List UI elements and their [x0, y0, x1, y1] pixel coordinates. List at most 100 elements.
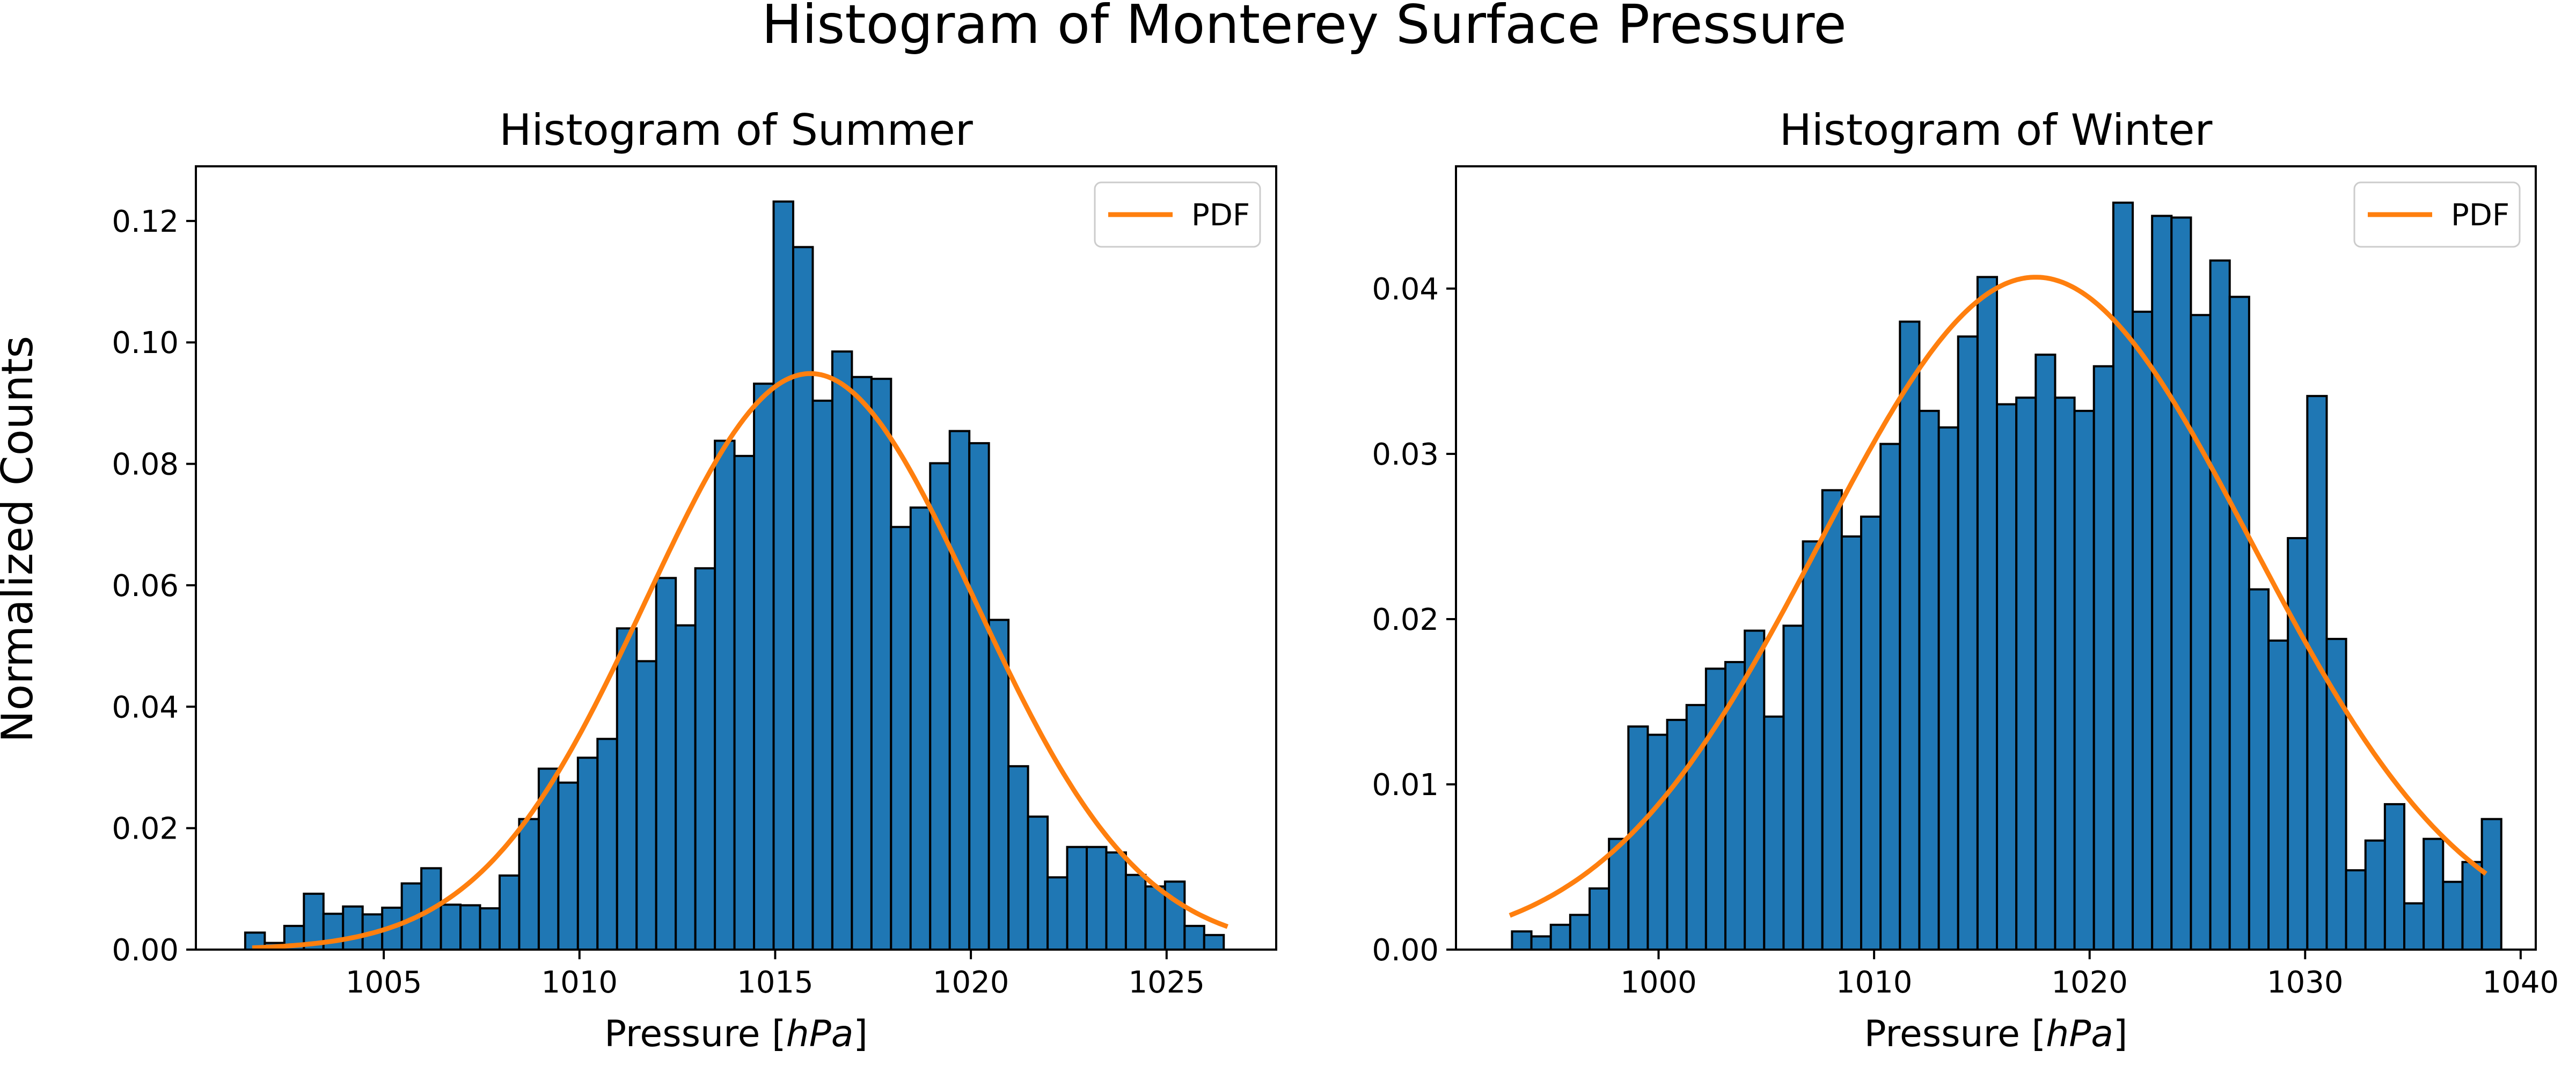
- histogram-bar: [870, 378, 892, 951]
- y-tick-label: 0.00: [112, 933, 179, 968]
- y-tick-label: 0.02: [1372, 602, 1439, 637]
- x-tick-label: 1010: [1836, 965, 1913, 1000]
- legend-pdf-label: PDF: [1191, 198, 1250, 233]
- y-tick-label: 0.12: [112, 204, 179, 239]
- histogram-bar: [675, 624, 697, 951]
- histogram-bar: [2054, 396, 2076, 951]
- histogram-bar: [1183, 924, 1205, 951]
- histogram-bar: [1163, 880, 1186, 951]
- histogram-bar: [2423, 837, 2445, 951]
- x-tick-label: 1025: [1129, 965, 1205, 1000]
- histogram-bar: [2170, 216, 2192, 951]
- x-axis-label-prefix: Pressure [: [604, 1013, 786, 1055]
- histogram-bar: [2461, 861, 2483, 951]
- histogram-bar: [2345, 869, 2367, 951]
- histogram-bar: [1569, 914, 1591, 951]
- histogram-bar: [1027, 815, 1049, 951]
- legend: PDF: [1094, 181, 1261, 248]
- y-tick-label: 0.04: [1372, 272, 1439, 307]
- y-tick-label: 0.08: [112, 447, 179, 482]
- figure-title: Histogram of Monterey Surface Pressure: [762, 0, 1846, 56]
- histogram-bar: [1588, 887, 1611, 951]
- axes-frame: [195, 165, 1277, 951]
- histogram-bar: [1666, 718, 1688, 951]
- histogram-bar: [1646, 733, 1668, 951]
- legend-frame: [1094, 181, 1261, 248]
- x-tick-label: 1010: [541, 965, 618, 1000]
- y-tick-label: 0.00: [1372, 933, 1439, 968]
- legend: PDF: [2353, 181, 2521, 248]
- legend-frame: [2353, 181, 2521, 248]
- y-tick-label: 0.02: [112, 812, 179, 847]
- histogram-bar: [459, 904, 481, 951]
- histogram-bar: [2092, 365, 2114, 951]
- histogram-bar: [1144, 885, 1166, 951]
- histogram-bar: [2267, 640, 2289, 951]
- histogram-bar: [890, 526, 912, 951]
- histogram-bar: [1937, 426, 1959, 951]
- histogram-bar: [1879, 443, 1901, 951]
- histogram-bar: [753, 383, 775, 951]
- histogram-bar: [851, 376, 873, 951]
- histogram-bar: [655, 577, 677, 951]
- histogram-bar: [831, 350, 853, 951]
- x-axis-label-suffix: ]: [853, 1013, 868, 1055]
- histogram-bar: [1802, 540, 1824, 951]
- y-tick-label: 0.10: [112, 326, 179, 361]
- x-axis-label-unit: hPa: [2046, 1013, 2113, 1055]
- y-tick-label: 0.01: [1372, 768, 1439, 803]
- histogram-bar: [2442, 880, 2464, 951]
- x-tick-label: 1040: [2483, 965, 2559, 1000]
- x-tick-label: 1005: [346, 965, 422, 1000]
- histogram-bar: [2209, 259, 2231, 951]
- histogram-bar: [694, 567, 716, 951]
- histogram-bar: [440, 903, 462, 951]
- histogram-bar: [1530, 935, 1552, 951]
- histogram-bar: [909, 506, 932, 951]
- histogram-bar: [2403, 902, 2425, 951]
- histogram-bar: [714, 439, 736, 951]
- histogram-bar: [1821, 489, 1843, 951]
- histogram-bar: [557, 781, 579, 951]
- winter-histogram-panel: Histogram of Winter 1000 1010 1020 1030 1040 0…: [1372, 105, 2559, 1055]
- histogram-bar: [1704, 667, 1726, 951]
- histogram-bar: [792, 246, 814, 951]
- histogram-bar: [1744, 629, 1766, 951]
- histogram-bar: [772, 200, 794, 951]
- histogram-bar: [1124, 873, 1147, 951]
- y-tick-label: 0.04: [112, 690, 179, 725]
- histogram-bar: [1996, 403, 2018, 951]
- histogram-bar: [1918, 409, 1940, 951]
- histogram-bar: [2248, 588, 2270, 951]
- figure-ylabel: Normalized Counts: [0, 336, 42, 743]
- histogram-bar: [2383, 803, 2406, 951]
- histogram-bar: [1085, 846, 1108, 951]
- histogram-bar: [2228, 296, 2250, 951]
- histogram-bar: [1763, 715, 1785, 951]
- histogram-bar: [1066, 846, 1088, 951]
- x-axis-label-unit: hPa: [786, 1013, 854, 1055]
- x-axis-label: Pressure [hPa]: [604, 1013, 868, 1055]
- histogram-bar: [2364, 839, 2386, 951]
- histogram-bar: [1549, 923, 1571, 951]
- histogram-bar: [2190, 314, 2212, 951]
- histogram-bar: [811, 399, 833, 951]
- histogram-bar: [968, 442, 990, 951]
- histogram-bar: [929, 462, 951, 951]
- histogram-bar: [1840, 535, 1863, 951]
- histogram-bar: [2132, 311, 2154, 951]
- histogram-bar: [616, 627, 638, 951]
- histogram-bar: [733, 454, 756, 951]
- histogram-bar: [2151, 215, 2173, 951]
- x-tick-label: 1015: [737, 965, 814, 1000]
- pdf-curve: [252, 371, 1229, 951]
- subplot-title: Histogram of Winter: [1780, 105, 2213, 155]
- histogram-bar: [2015, 396, 2037, 951]
- histogram-bar: [1007, 765, 1029, 951]
- histogram-bar: [1899, 320, 1921, 951]
- subplot-title: Histogram of Summer: [499, 105, 973, 155]
- histogram-bar: [1046, 876, 1069, 951]
- x-axis-label-prefix: Pressure [: [1864, 1013, 2046, 1055]
- x-tick-label: 1020: [2051, 965, 2128, 1000]
- histogram-bar: [2287, 537, 2309, 951]
